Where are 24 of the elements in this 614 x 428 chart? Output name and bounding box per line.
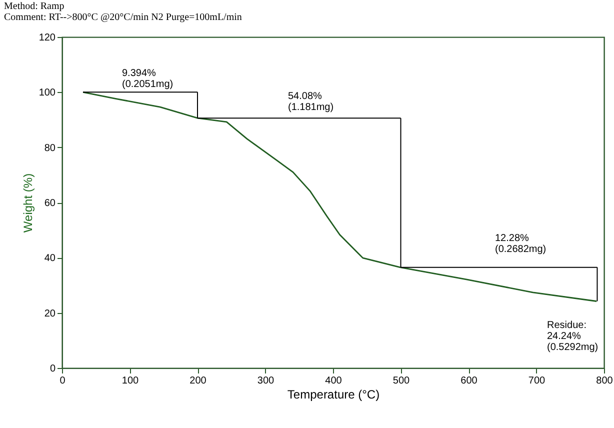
x-tick-label: 300 bbox=[257, 376, 275, 386]
chart-title: Method: Ramp bbox=[4, 1, 64, 12]
x-tick-label: 100 bbox=[122, 376, 140, 386]
annotation: 12.28% (0.2682mg) bbox=[495, 233, 546, 255]
annotation: Residue: 24.24% (0.5292mg) bbox=[547, 320, 598, 353]
x-axis-title: Temperature (°C) bbox=[287, 388, 380, 402]
x-tick-label: 700 bbox=[528, 376, 546, 386]
x-tick-label: 200 bbox=[190, 376, 207, 386]
y-tick-label: 40 bbox=[44, 253, 56, 264]
y-tick-label: 120 bbox=[38, 32, 56, 44]
y-tick-label: 60 bbox=[44, 198, 56, 209]
y-tick-label: 80 bbox=[44, 142, 56, 154]
x-tick-label: 400 bbox=[325, 376, 342, 386]
x-tick-label: 0 bbox=[60, 376, 66, 386]
y-axis-title: Weight (%) bbox=[20, 173, 35, 233]
annotation: 9.394% (0.2051mg) bbox=[122, 68, 174, 90]
x-tick-label: 500 bbox=[392, 376, 410, 386]
y-tick-label: 0 bbox=[50, 364, 56, 374]
y-tick-label: 100 bbox=[38, 88, 56, 99]
x-tick-label: 800 bbox=[596, 376, 614, 386]
x-tick-label: 600 bbox=[460, 376, 478, 386]
chart-subtitle: Comment: RT-->800°C @20°C/min N2 Purge=100mL/min bbox=[4, 12, 242, 23]
annotation: 54.08% (1.181mg) bbox=[288, 91, 334, 113]
y-tick-label: 20 bbox=[44, 308, 56, 320]
